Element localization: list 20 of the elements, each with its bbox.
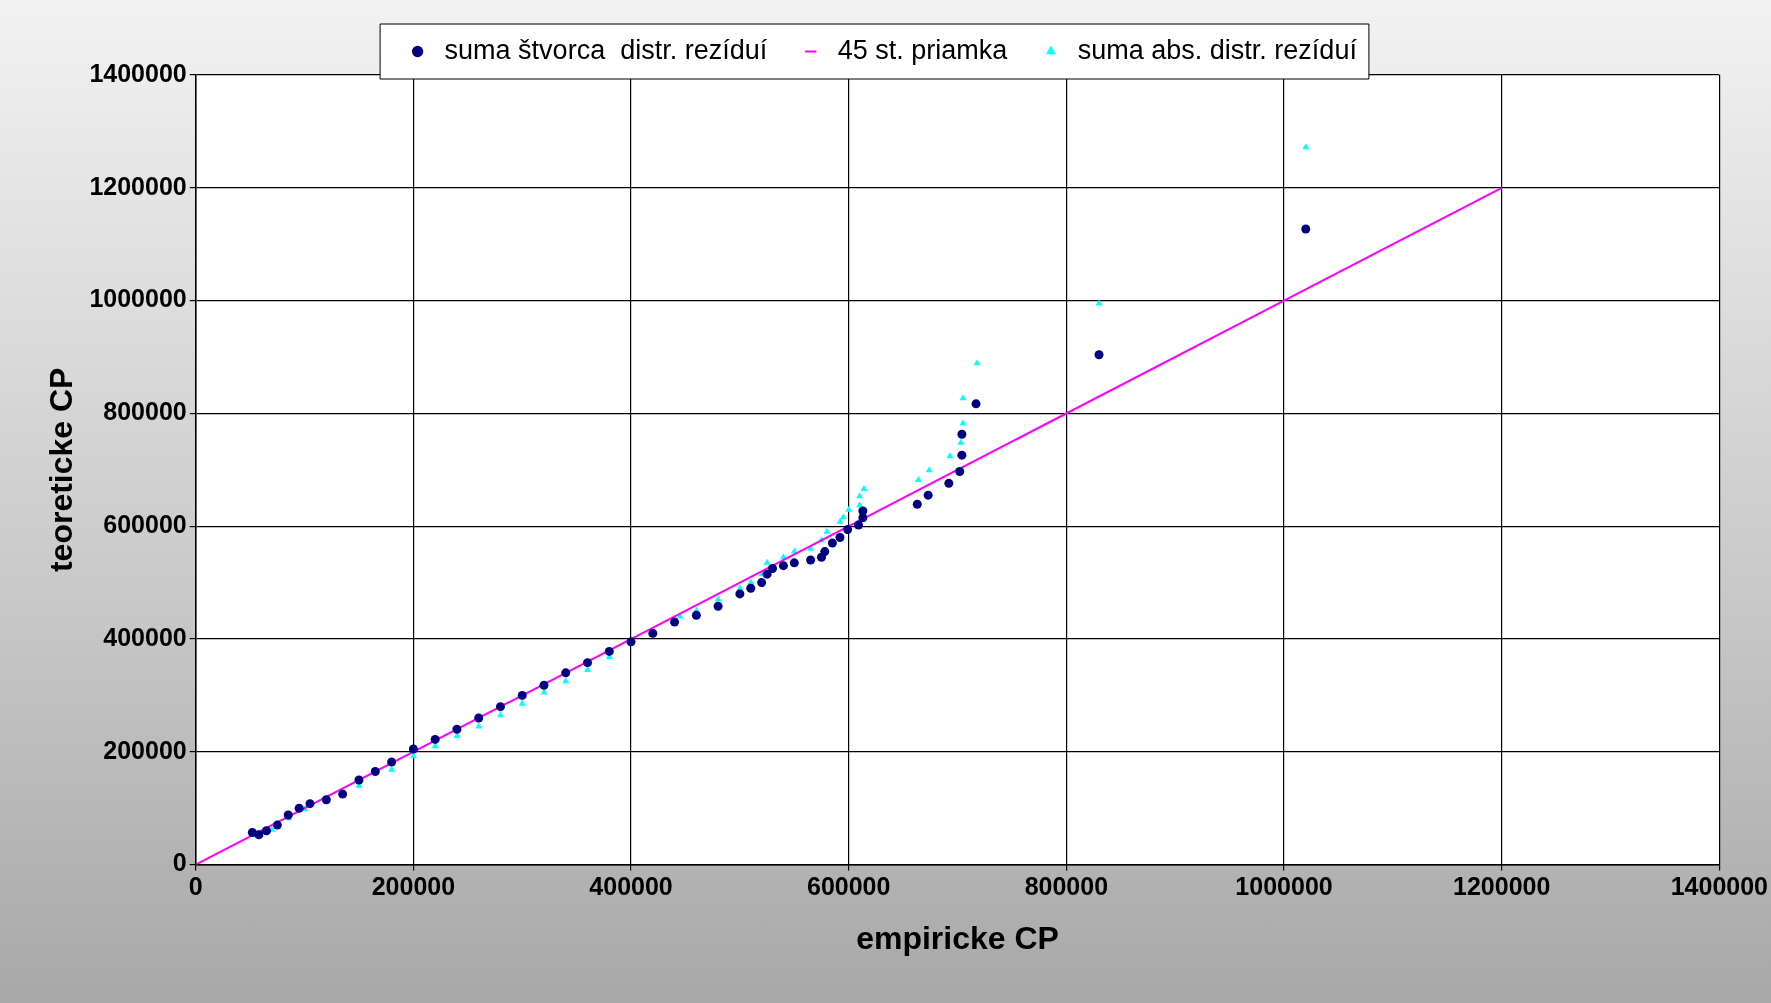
x-axis-title: empiricke CP <box>856 919 1059 956</box>
x-tick-label: 1200000 <box>1453 872 1551 901</box>
legend-label: suma štvorca distr. rezíduí <box>444 34 768 65</box>
y-tick-label: 800000 <box>103 397 187 426</box>
x-tick-label: 1400000 <box>1670 872 1768 901</box>
y-tick-label: 1400000 <box>89 58 187 87</box>
x-tick-label: 200000 <box>371 872 456 901</box>
y-tick-label: 400000 <box>103 622 187 651</box>
legend-label: 45 st. priamka <box>837 34 1009 65</box>
y-tick-label: 1000000 <box>89 284 187 313</box>
y-tick-label: 200000 <box>103 735 187 764</box>
x-tick-label: 400000 <box>589 872 673 901</box>
x-tick-label: 800000 <box>1024 872 1109 901</box>
x-tick-label: 1000000 <box>1235 872 1333 901</box>
y-tick-label: 600000 <box>103 510 187 539</box>
y-tick-label: 0 <box>172 848 187 877</box>
y-axis-title: teoreticke CP <box>43 367 80 573</box>
y-tick-label: 1200000 <box>89 171 187 200</box>
x-tick-label: 600000 <box>806 872 891 901</box>
legend-label: suma abs. distr. rezíduí <box>1077 34 1358 65</box>
